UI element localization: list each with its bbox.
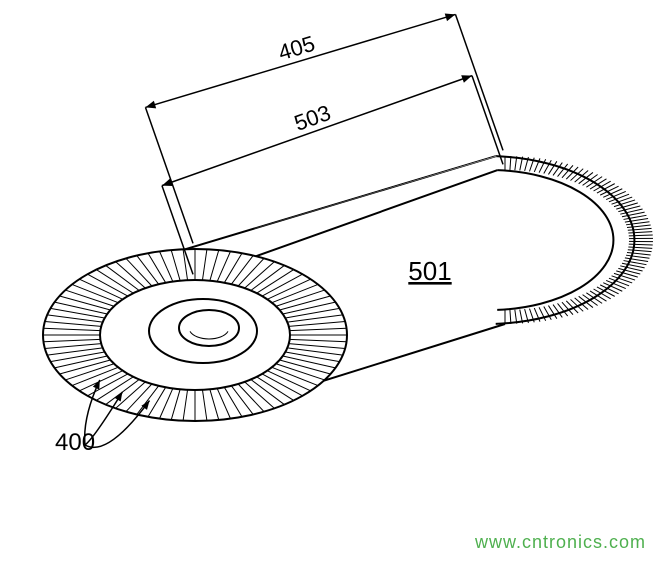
dim-outer bbox=[145, 14, 455, 107]
dim-inner-label: 503 bbox=[291, 100, 334, 136]
dim-inner bbox=[162, 76, 472, 186]
part-label-main: 501 bbox=[408, 256, 451, 286]
dim-outer-label: 405 bbox=[275, 31, 317, 65]
patent-figure: 503 405 501 400 bbox=[0, 0, 668, 563]
watermark-text: www.cntronics.com bbox=[475, 532, 646, 553]
leader-label-400: 400 bbox=[55, 429, 95, 456]
